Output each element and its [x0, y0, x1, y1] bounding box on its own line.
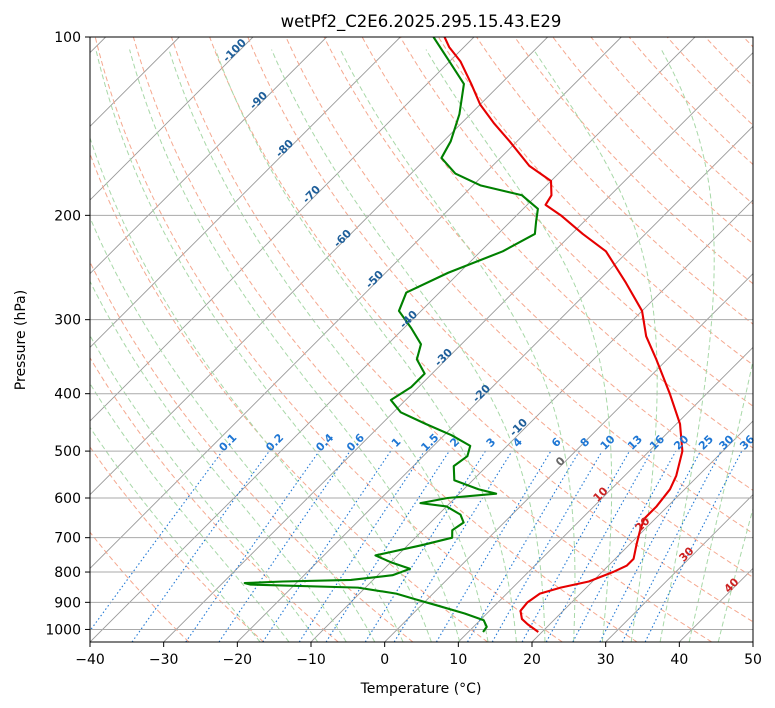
x-tick-label: 0 [380, 652, 389, 668]
y-tick-label: 100 [54, 30, 81, 46]
plot-frame [89, 36, 754, 643]
moist-adiabat-line [271, 49, 546, 642]
isotherm-line [90, 37, 401, 348]
y-tick-label: 400 [54, 387, 81, 403]
x-tick-label: 30 [597, 652, 615, 668]
x-axis-label: Temperature (°C) [360, 681, 482, 697]
moist-adiabat-line [214, 49, 517, 642]
dry-adiabat-line [90, 260, 414, 642]
temperature-profile-line [443, 37, 684, 633]
mixing-ratio-line [325, 450, 450, 642]
x-tick-label: −40 [75, 652, 105, 668]
mixing-ratio-line [185, 450, 320, 642]
x-tick-label: −20 [223, 652, 253, 668]
x-tick-label: 10 [449, 652, 467, 668]
isotherm-line [605, 494, 753, 642]
dry-adiabat-line [90, 531, 190, 642]
dry-adiabat-line [438, 37, 753, 366]
isotherm-line [90, 37, 327, 275]
isotherm-line [90, 37, 622, 569]
moist-adiabat-line [168, 49, 489, 642]
dry-adiabat-line [361, 37, 753, 449]
x-tick-label: 50 [744, 652, 762, 668]
x-tick-label: −10 [296, 652, 326, 668]
dry-adiabat-line [399, 37, 753, 407]
dry-adiabat-line [90, 356, 339, 642]
mixing-ratio-line [131, 450, 270, 642]
dry-adiabat-line [590, 37, 753, 205]
moist-adiabat-line [659, 49, 715, 642]
y-axis: 100 200 300 400 500 600 700 800 900 1000 [45, 30, 90, 638]
mixing-ratio-line [90, 450, 223, 632]
x-axis: −40 −30 −20 −10 0 10 20 30 40 50 [75, 642, 762, 668]
moist-adiabat-line [95, 49, 432, 642]
moist-adiabat-line [90, 136, 404, 642]
dewpoint-profile-line [243, 37, 539, 633]
moist-adiabat-line [688, 358, 753, 642]
y-tick-label: 800 [54, 565, 81, 581]
isotherm-line [237, 125, 753, 642]
dry-adiabat-line [552, 37, 753, 245]
background-lines [90, 37, 753, 642]
mixing-ratio-line [298, 450, 425, 642]
mixing-ratio-line [218, 450, 351, 642]
y-tick-label: 500 [54, 444, 81, 460]
moist-adiabat-line [90, 216, 376, 642]
moist-adiabat-line [425, 49, 613, 642]
mixing-ratio-line [644, 450, 743, 642]
moist-adiabat-line [90, 334, 319, 642]
isotherm-line [90, 37, 548, 496]
y-tick-label: 700 [54, 531, 81, 547]
isotherm-line [384, 273, 753, 642]
mixing-ratio-line [521, 450, 630, 642]
y-tick-label: 200 [54, 208, 81, 224]
x-tick-label: −30 [149, 652, 179, 668]
y-axis-label: Pressure (hPa) [13, 290, 29, 390]
isotherm-line [458, 346, 753, 642]
chart-title: wetPf2_C2E6.2025.295.15.43.E29 [281, 12, 562, 32]
moist-adiabat-line [533, 49, 658, 642]
isotherm-line [90, 37, 475, 422]
moist-adiabat-line [129, 49, 461, 642]
y-tick-label: 300 [54, 313, 81, 329]
dry-adiabat-line [132, 37, 638, 642]
moist-adiabat-line [90, 280, 347, 642]
isotherm-line [90, 37, 696, 642]
isotherm-line [531, 420, 753, 642]
mixing-ratio-line [545, 450, 653, 642]
isotherm-line [90, 37, 254, 201]
isotherm-line [163, 52, 753, 642]
y-tick-label: 1000 [45, 622, 81, 638]
dry-adiabat-line [285, 37, 753, 535]
mixing-ratio-line [572, 450, 677, 642]
dry-adiabat-line [247, 37, 753, 578]
y-tick-label: 900 [54, 595, 81, 611]
x-tick-label: 40 [670, 652, 688, 668]
profile-curves [243, 37, 684, 633]
x-tick-label: 20 [523, 652, 541, 668]
moist-adiabat-line [339, 49, 576, 642]
dry-adiabat-line [94, 37, 563, 642]
dry-adiabat-line [171, 37, 713, 642]
dry-adiabat-line [323, 37, 753, 491]
moist-adiabat-line [717, 506, 753, 642]
dry-adiabat-line [209, 37, 753, 623]
dry-adiabat-line [476, 37, 753, 325]
mixing-ratio-line [262, 450, 392, 642]
y-tick-label: 600 [54, 491, 81, 507]
